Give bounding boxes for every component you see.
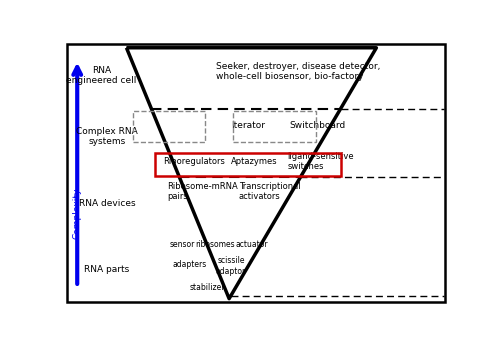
- Text: sensor: sensor: [169, 240, 194, 249]
- Bar: [233, 111, 316, 142]
- Text: stabilizer: stabilizer: [190, 283, 226, 292]
- Text: Complex RNA
systems: Complex RNA systems: [76, 127, 138, 146]
- Text: Aptazymes: Aptazymes: [231, 157, 278, 166]
- Text: ligand-sensitive
switches: ligand-sensitive switches: [287, 152, 354, 171]
- Text: Switchboard: Switchboard: [289, 121, 346, 130]
- Text: Ribosome-mRNA
pairs: Ribosome-mRNA pairs: [167, 182, 238, 201]
- Text: RNA
engineered cell: RNA engineered cell: [66, 66, 136, 85]
- Text: Iterator: Iterator: [231, 121, 265, 130]
- Bar: [154, 153, 340, 176]
- Text: actuator: actuator: [236, 240, 268, 249]
- Text: RNA devices: RNA devices: [79, 199, 136, 208]
- Bar: [134, 111, 205, 142]
- Text: scissile
adaptor: scissile adaptor: [216, 257, 246, 276]
- Text: Transcriptional
activators: Transcriptional activators: [239, 182, 300, 201]
- Text: Riboregulators: Riboregulators: [163, 157, 225, 166]
- Text: Complexity: Complexity: [72, 187, 82, 238]
- Text: Seeker, destroyer, disease detector,
whole-cell biosensor, bio-factory: Seeker, destroyer, disease detector, who…: [216, 62, 380, 81]
- Text: ribosomes: ribosomes: [196, 240, 235, 249]
- Text: adapters: adapters: [172, 260, 206, 269]
- Text: RNA parts: RNA parts: [84, 265, 130, 274]
